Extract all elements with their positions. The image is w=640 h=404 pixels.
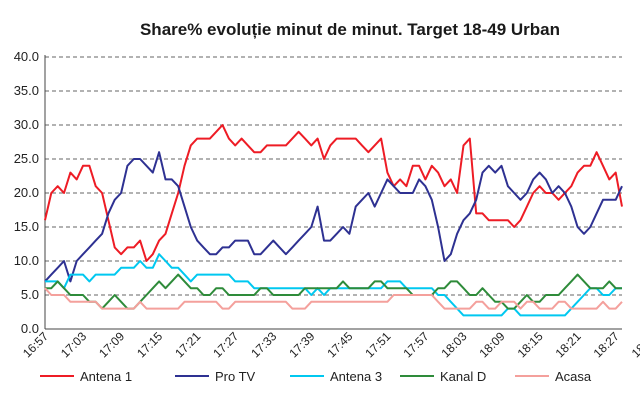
series-line-antena-3 bbox=[45, 253, 622, 317]
x-tick-label: 17:21 bbox=[172, 329, 203, 360]
x-tick-label: 18:27 bbox=[591, 329, 622, 360]
x-tick-label: 17:51 bbox=[362, 329, 393, 360]
y-tick-label: 15.0 bbox=[14, 219, 39, 234]
y-tick-label: 20.0 bbox=[14, 185, 39, 200]
x-tick-label: 18:15 bbox=[515, 329, 546, 360]
legend-label: Antena 1 bbox=[80, 369, 132, 384]
legend-label: Pro TV bbox=[215, 369, 256, 384]
x-tick-label: 18:09 bbox=[477, 329, 508, 360]
legend-label: Kanal D bbox=[440, 369, 486, 384]
y-tick-label: 0.0 bbox=[21, 321, 39, 336]
x-tick-label: 17:09 bbox=[96, 329, 127, 360]
legend-label: Antena 3 bbox=[330, 369, 382, 384]
y-tick-label: 10.0 bbox=[14, 253, 39, 268]
x-tick-label: 17:03 bbox=[58, 329, 89, 360]
x-tick-label: 17:57 bbox=[400, 329, 431, 360]
x-tick-label: 17:39 bbox=[286, 329, 317, 360]
series-line-kanal-d bbox=[45, 273, 622, 310]
x-tick-label: 17:15 bbox=[134, 329, 165, 360]
y-tick-label: 35.0 bbox=[14, 83, 39, 98]
series-line-antena-1 bbox=[44, 124, 623, 262]
y-tick-label: 5.0 bbox=[21, 287, 39, 302]
y-tick-label: 30.0 bbox=[14, 117, 39, 132]
chart-title: Share% evoluție minut de minut. Target 1… bbox=[139, 20, 561, 39]
x-tick-label: 18:03 bbox=[438, 329, 469, 360]
x-tick-label: 17:27 bbox=[210, 329, 241, 360]
x-tick-label: 17:45 bbox=[324, 329, 355, 360]
x-tick-label: 18:21 bbox=[553, 329, 584, 360]
y-tick-label: 25.0 bbox=[14, 151, 39, 166]
legend-label: Acasa bbox=[555, 369, 592, 384]
x-tick-label: 17:33 bbox=[248, 329, 279, 360]
x-tick-label: 18:33 bbox=[629, 329, 640, 360]
series-line-pro-tv bbox=[44, 151, 623, 283]
series-line-acasa bbox=[44, 287, 623, 310]
y-tick-label: 40.0 bbox=[14, 49, 39, 64]
